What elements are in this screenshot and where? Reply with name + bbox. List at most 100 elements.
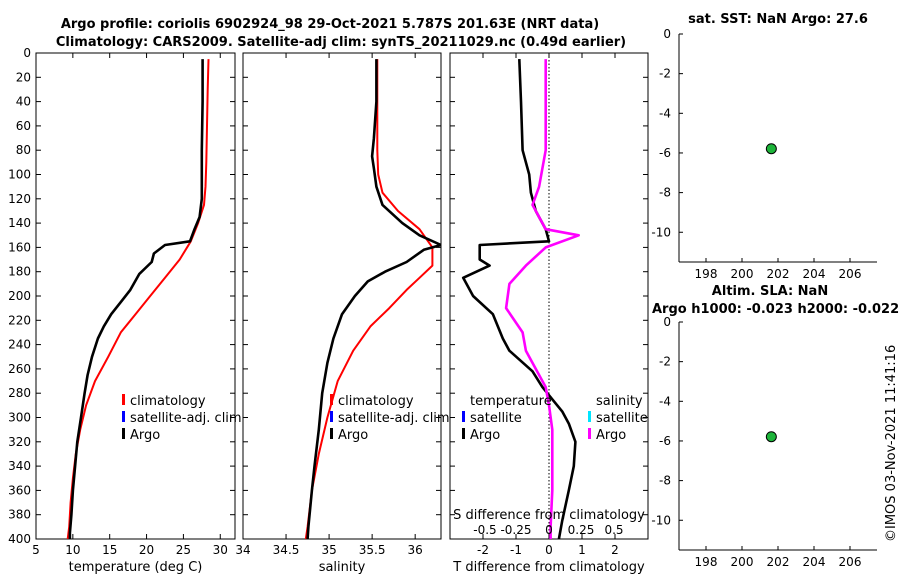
difference-sal-legend-swatch-1: [588, 428, 591, 439]
sla-map-title: Altim. SLA: NaN: [712, 284, 828, 299]
temperature-ytick-label: 240: [8, 338, 31, 352]
temperature-ytick-label: 80: [16, 143, 31, 157]
difference-xtick2-label: -0.5: [473, 523, 496, 537]
temperature-ytick-label: 160: [8, 240, 31, 254]
temperature-ytick-label: 100: [8, 168, 31, 182]
temperature-ytick-label: 200: [8, 289, 31, 303]
salinity-legend-swatch-0: [330, 394, 333, 405]
difference-sal-legend-label-0: satellite: [596, 411, 648, 426]
temperature-xtick-label: 15: [102, 543, 117, 557]
difference-temp-legend-swatch-0: [462, 411, 465, 422]
difference-xtick2-label: 0.5: [604, 523, 623, 537]
sla_map-ytick-label: -8: [659, 474, 671, 488]
difference-xtick-label: 0: [545, 543, 553, 557]
sst_map-xtick-label: 198: [695, 267, 718, 281]
sst_map-argo-position-marker: [765, 143, 777, 155]
salinity-series-argo: [306, 59, 441, 539]
temperature-ytick-label: 320: [8, 435, 31, 449]
salinity-xtick-label: 34.5: [273, 543, 300, 557]
salinity-xtick-label: 36: [408, 543, 423, 557]
salinity-legend-label-1: satellite-adj. clim: [338, 411, 450, 426]
difference-xlabel2: S difference from climatology: [453, 508, 645, 523]
temperature-ytick-label: 120: [8, 192, 31, 206]
sla-map-subtitle: Argo h1000: -0.023 h2000: -0.022: [652, 302, 899, 317]
difference-legend-right-title: salinity: [596, 394, 643, 409]
salinity-legend-swatch-2: [330, 428, 333, 439]
difference-temp-legend-label-1: Argo: [470, 428, 500, 443]
temperature-legend-swatch-1: [122, 411, 125, 422]
sst_map-ytick-label: -2: [659, 67, 671, 81]
sla_map-ytick-label: -10: [651, 513, 671, 527]
difference-legend-left-title: temperature: [470, 394, 552, 409]
temperature-ytick-label: 280: [8, 386, 31, 400]
temperature-ytick-label: 360: [8, 483, 31, 497]
difference-series-temperature-argo: [461, 59, 577, 539]
sst_map-xtick-label: 200: [731, 267, 754, 281]
temperature-xtick-label: 10: [65, 543, 80, 557]
sla_map-ytick-label: -6: [659, 434, 671, 448]
timestamp: ©IMOS 03-Nov-2021 11:41:16: [884, 345, 899, 542]
difference-sal-legend-swatch-0: [588, 411, 591, 422]
sst_map-xtick-label: 204: [803, 267, 826, 281]
temperature-ytick-label: 380: [8, 508, 31, 522]
sst_map-ytick-label: -4: [659, 106, 671, 120]
salinity-xtick-label: 35: [321, 543, 336, 557]
sst-map-title: sat. SST: NaN Argo: 27.6: [688, 12, 868, 27]
salinity-xtick-label: 34: [235, 543, 250, 557]
sla_map-xtick-label: 202: [767, 555, 790, 569]
sla_map-ytick-label: 0: [663, 315, 671, 329]
temperature-ytick-label: 260: [8, 362, 31, 376]
sla_map-xtick-label: 206: [839, 555, 862, 569]
temperature-axes-box: [35, 52, 236, 540]
figure-title-line2: Climatology: CARS2009. Satellite-adj cli…: [56, 35, 626, 50]
sla_map-xtick-label: 200: [731, 555, 754, 569]
salinity-xtick-label: 35.5: [359, 543, 386, 557]
sst_map-ytick-label: -10: [651, 225, 671, 239]
difference-xtick-label: -2: [477, 543, 489, 557]
difference-xtick2-label: 0: [545, 523, 553, 537]
temperature-ytick-label: 180: [8, 265, 31, 279]
sst_map-ytick-label: -6: [659, 146, 671, 160]
temperature-legend-swatch-0: [122, 394, 125, 405]
temperature-xtick-label: 20: [139, 543, 154, 557]
salinity-xlabel: salinity: [319, 560, 366, 575]
difference-xtick-label: 2: [611, 543, 619, 557]
temperature-ytick-label: 0: [23, 46, 31, 60]
difference-xtick-label: 1: [578, 543, 586, 557]
difference-xtick2-label: 0.25: [568, 523, 595, 537]
temperature-ytick-label: 300: [8, 411, 31, 425]
salinity-series-climatology: [304, 59, 434, 539]
temperature-series-argo: [68, 59, 204, 539]
sla_map-xtick-label: 204: [803, 555, 826, 569]
difference-xtick-label: -1: [510, 543, 522, 557]
temperature-ytick-label: 60: [16, 119, 31, 133]
sla_map-xtick-label: 198: [695, 555, 718, 569]
temperature-ytick-label: 140: [8, 216, 31, 230]
temperature-ytick-label: 400: [8, 532, 31, 546]
difference-xtick2-label: -0.25: [500, 523, 531, 537]
temperature-xtick-label: 30: [213, 543, 228, 557]
temperature-xtick-label: 5: [32, 543, 40, 557]
temperature-ytick-label: 220: [8, 313, 31, 327]
sla_map-argo-position-marker: [765, 431, 777, 443]
salinity-axes-box: [242, 52, 442, 540]
temperature-legend-label-0: climatology: [130, 394, 206, 409]
difference-temp-legend-swatch-1: [462, 428, 465, 439]
temperature-xlabel: temperature (deg C): [69, 560, 203, 575]
sla_map-ytick-label: -4: [659, 394, 671, 408]
figure-title-line1: Argo profile: coriolis 6902924_98 29-Oct…: [61, 17, 599, 32]
difference-temp-legend-label-0: satellite: [470, 411, 522, 426]
difference-xlabel: T difference from climatology: [452, 560, 645, 575]
temperature-legend-label-2: Argo: [130, 428, 160, 443]
temperature-legend-label-1: satellite-adj. clim: [130, 411, 242, 426]
salinity-legend-label-0: climatology: [338, 394, 414, 409]
difference-series-salinity-argo: [504, 59, 580, 539]
temperature-ytick-label: 20: [16, 70, 31, 84]
temperature-ytick-label: 40: [16, 95, 31, 109]
salinity-legend-label-2: Argo: [338, 428, 368, 443]
difference-sal-legend-label-1: Argo: [596, 428, 626, 443]
temperature-legend-swatch-2: [122, 428, 125, 439]
sst_map-ytick-label: -8: [659, 186, 671, 200]
temperature-ytick-label: 340: [8, 459, 31, 473]
